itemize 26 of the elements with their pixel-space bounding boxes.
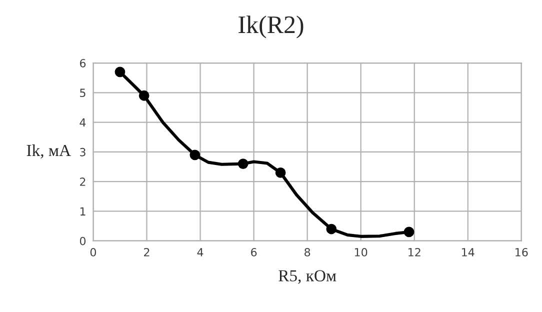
x-axis-title: R5, кОм — [278, 270, 336, 284]
x-tick-label: 10 — [354, 248, 368, 256]
y-tick-label: 5 — [80, 88, 86, 98]
y-tick-label: 0 — [80, 236, 86, 246]
point — [404, 226, 414, 238]
x-tick-label: 12 — [408, 248, 420, 256]
point — [114, 66, 126, 78]
y-tick-label: 4 — [80, 118, 86, 127]
x-tick-label: 4 — [197, 248, 204, 256]
point — [238, 158, 248, 169]
y-tick-label: 3 — [80, 148, 86, 156]
x-tick-label: 8 — [304, 248, 310, 256]
x-tick-label: 0 — [90, 248, 96, 256]
point — [190, 150, 200, 160]
point — [326, 224, 337, 234]
y-tick-label: 6 — [80, 59, 86, 68]
point — [275, 167, 286, 178]
chart-title: Ik(R2) — [238, 16, 304, 38]
x-tick-label: 14 — [462, 248, 474, 256]
point — [138, 90, 150, 101]
x-tick-label: 6 — [251, 248, 257, 256]
x-tick-label: 2 — [144, 248, 150, 256]
x-tick-label: 16 — [516, 248, 528, 256]
y-tick-label: 2 — [80, 178, 86, 186]
y-tick-label: 1 — [80, 207, 86, 216]
y-axis-title: Ik, мА — [26, 144, 71, 159]
